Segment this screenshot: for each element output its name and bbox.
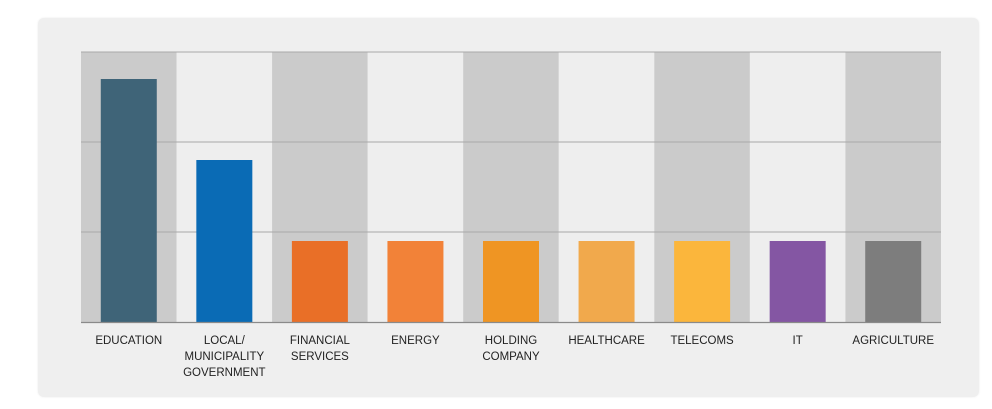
bar-4 [387, 241, 444, 322]
x-tick-label-2: LOCAL/MUNICIPALITY GOVERNMENT [183, 335, 265, 379]
x-tick-label-line: LOCAL/ [204, 335, 246, 347]
x-tick-label-line: ENERGY [391, 335, 440, 347]
bar-7 [674, 241, 731, 322]
x-tick-label-3: FINANCIAL SERVICES [290, 335, 351, 363]
x-tick-label-line: IT [793, 335, 803, 347]
bar-1 [100, 79, 157, 322]
bar-5 [483, 241, 539, 322]
x-tick-label-1: EDUCATION [95, 335, 162, 347]
x-tick-label-line: COMPANY [482, 351, 540, 363]
bar-9 [865, 241, 922, 322]
x-tick-label-line: SERVICES [291, 351, 349, 363]
bar-8 [769, 241, 826, 322]
x-tick-label-line: HEALTHCARE [568, 335, 645, 347]
x-tick-label-line: TELECOMS [670, 335, 734, 347]
x-tick-label-7: TELECOMS [670, 335, 734, 347]
x-tick-label-line: AGRICULTURE [852, 335, 934, 347]
x-tick-label-8: IT [793, 335, 803, 347]
x-tick-label-5: HOLDING COMPANY [482, 335, 540, 363]
x-tick-label-line: MUNICIPALITY [184, 351, 264, 363]
x-tick-label-9: AGRICULTURE [852, 335, 934, 347]
bar-2 [196, 160, 253, 322]
x-tick-label-line: HOLDING [485, 335, 537, 347]
bar-6 [578, 241, 635, 322]
x-tick-label-4: ENERGY [391, 335, 440, 347]
bar-3 [291, 241, 348, 322]
x-tick-label-6: HEALTHCARE [568, 335, 645, 347]
x-tick-label-line: GOVERNMENT [183, 367, 265, 379]
x-tick-label-line: FINANCIAL [290, 335, 351, 347]
x-tick-label-line: EDUCATION [95, 335, 162, 347]
